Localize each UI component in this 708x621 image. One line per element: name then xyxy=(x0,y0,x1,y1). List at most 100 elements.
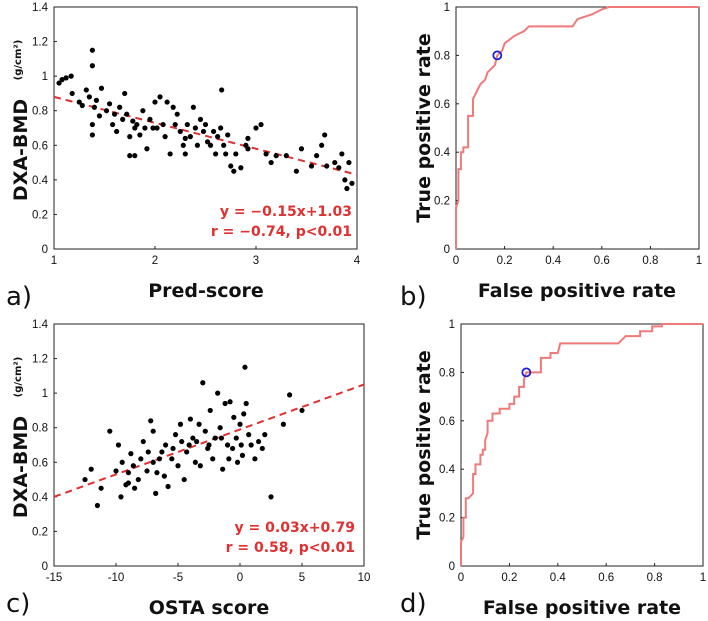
data-point xyxy=(118,494,124,500)
data-point xyxy=(79,102,85,109)
y-axis-label: True positive rate xyxy=(413,350,435,539)
data-point xyxy=(245,146,251,152)
y-axis-label: DXA-BMD xyxy=(10,99,32,201)
data-point xyxy=(89,121,95,128)
data-point xyxy=(207,407,213,414)
y-tick-label: 0.8 xyxy=(32,423,48,435)
data-point xyxy=(223,151,229,157)
data-point xyxy=(83,87,89,93)
data-point xyxy=(175,463,181,469)
y-axis-label: True positive rate xyxy=(413,33,435,222)
x-tick-label: 0.4 xyxy=(550,572,567,584)
x-tick-label: 0 xyxy=(458,572,464,584)
data-point xyxy=(210,128,217,135)
data-point xyxy=(207,142,214,148)
data-point xyxy=(125,480,131,486)
data-point xyxy=(238,442,244,448)
data-point xyxy=(127,134,133,140)
data-point xyxy=(228,163,234,169)
data-point xyxy=(147,116,153,122)
fit-line xyxy=(53,383,365,498)
data-point xyxy=(59,77,65,83)
data-point xyxy=(339,151,345,157)
data-point xyxy=(181,476,187,483)
data-point xyxy=(144,468,150,474)
data-point xyxy=(225,442,231,448)
y-tick-label: 0.4 xyxy=(32,492,49,504)
data-point xyxy=(148,418,154,424)
y-tick-label: 1.4 xyxy=(32,2,49,14)
data-point xyxy=(268,494,274,500)
data-point xyxy=(68,73,74,79)
data-point xyxy=(150,428,156,434)
data-point xyxy=(63,75,69,81)
data-point xyxy=(182,135,188,141)
data-point xyxy=(192,125,198,131)
data-point xyxy=(156,456,162,462)
data-point xyxy=(122,90,128,97)
data-point xyxy=(210,456,216,462)
data-point xyxy=(308,163,315,169)
correlation-text: r = −0.74, p<0.01 xyxy=(211,224,352,240)
data-point xyxy=(107,428,113,434)
data-point xyxy=(140,108,146,114)
data-point xyxy=(153,490,159,496)
roc-curve xyxy=(455,6,699,249)
data-point xyxy=(125,470,131,476)
y-tick-label: 0.8 xyxy=(434,50,450,62)
data-point xyxy=(231,414,237,420)
data-point xyxy=(184,121,190,128)
data-point xyxy=(154,125,160,131)
data-point xyxy=(76,99,82,105)
data-point xyxy=(336,165,342,171)
data-point xyxy=(172,121,178,128)
data-point xyxy=(174,111,180,117)
data-point xyxy=(283,153,289,159)
data-point xyxy=(177,128,183,135)
data-point xyxy=(96,113,103,119)
data-point xyxy=(322,132,328,138)
data-point xyxy=(89,47,95,53)
x-tick-label: 1 xyxy=(696,255,702,267)
x-tick-label: 4 xyxy=(354,255,361,267)
y-tick-label: 0 xyxy=(42,244,48,256)
y-tick-label: 0.2 xyxy=(434,196,450,208)
roc-curve xyxy=(460,323,703,566)
data-point xyxy=(98,485,104,491)
data-point xyxy=(273,153,279,159)
data-point xyxy=(258,121,264,128)
y-tick-label: 0 xyxy=(444,244,450,256)
y-tick-label: 1 xyxy=(42,71,48,83)
x-axis-label: False positive rate xyxy=(478,280,676,302)
data-point xyxy=(245,135,251,141)
data-point xyxy=(130,463,136,469)
data-point xyxy=(202,121,209,128)
x-tick-label: -10 xyxy=(108,572,125,584)
x-axis-label: OSTA score xyxy=(149,597,270,619)
data-point xyxy=(177,421,184,427)
y-axis-unit: (g/cm²) xyxy=(13,40,24,81)
data-point xyxy=(246,432,252,438)
data-point xyxy=(150,459,156,465)
data-point xyxy=(145,449,151,455)
data-point xyxy=(231,168,237,174)
data-point xyxy=(119,459,125,465)
data-point xyxy=(190,104,196,110)
data-point xyxy=(233,435,239,441)
data-point xyxy=(94,502,100,509)
data-point xyxy=(137,132,143,138)
data-point xyxy=(332,159,338,166)
panel-label: c) xyxy=(6,589,30,619)
data-point xyxy=(179,438,185,445)
data-point xyxy=(218,435,224,441)
y-tick-label: 0.6 xyxy=(32,140,48,152)
data-point xyxy=(194,142,201,148)
data-point xyxy=(115,442,122,448)
data-point xyxy=(138,456,144,462)
data-point xyxy=(206,442,212,448)
y-tick-label: 0.6 xyxy=(32,457,48,469)
data-point xyxy=(106,101,113,107)
data-point xyxy=(172,432,179,438)
data-point xyxy=(197,463,203,469)
data-point xyxy=(164,99,170,105)
